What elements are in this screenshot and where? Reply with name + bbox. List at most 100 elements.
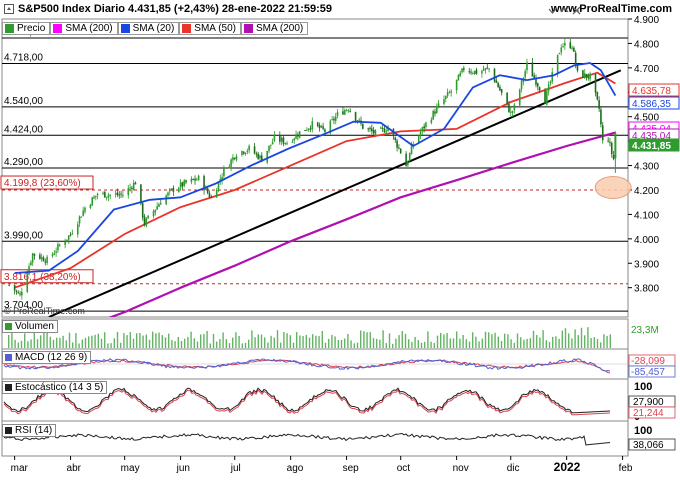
volume-bar (267, 342, 269, 348)
volume-bar (507, 334, 509, 348)
candle-body (486, 67, 489, 69)
volume-bar (388, 333, 391, 348)
volume-bar (193, 338, 195, 348)
candle-body (394, 137, 397, 141)
legend-swatch (5, 323, 12, 330)
candle-body (30, 262, 32, 266)
volume-bar (46, 330, 48, 348)
candle-body (500, 89, 503, 93)
candle-body (461, 68, 463, 73)
candle-body (266, 150, 268, 163)
candle-body (183, 180, 186, 187)
level-label-bg (3, 51, 49, 63)
volume-panel-label[interactable]: Volumen (2, 320, 58, 333)
volume-bar (340, 339, 343, 348)
volume-bar (401, 330, 403, 348)
volume-bar (174, 341, 176, 348)
candle-body (560, 47, 563, 53)
candle-body (601, 125, 604, 141)
volume-bar (539, 337, 541, 348)
volume-bar (520, 337, 522, 348)
candle-body (369, 127, 371, 130)
legend-label: Precio (17, 23, 46, 34)
volume-bar (81, 339, 83, 348)
legend-swatch (120, 24, 130, 33)
legend-label: SMA (20) (132, 23, 175, 34)
volume-bar (289, 335, 291, 348)
volume-bar (225, 339, 227, 348)
right-value-box (628, 96, 680, 110)
candle-body (78, 216, 81, 224)
candle-body (69, 234, 72, 236)
volume-bar (408, 339, 410, 348)
volume-bar (590, 337, 592, 348)
volume-bar (88, 336, 90, 348)
level-label: 3.990,00 (4, 230, 43, 241)
candle-body (76, 224, 79, 235)
volume-bar (241, 343, 243, 348)
candle-body (470, 71, 472, 73)
chevron-down-icon[interactable] (548, 6, 557, 15)
macd-value-label: -85,457 (631, 367, 665, 378)
volume-bar (100, 338, 103, 348)
candle-body (437, 103, 440, 107)
volume-bar (254, 337, 256, 348)
legend-item-sma200b[interactable]: SMA (200) (240, 22, 309, 35)
volume-bar (251, 330, 253, 348)
legend-item-sma50[interactable]: SMA (50) (179, 22, 241, 35)
candle-body (293, 138, 296, 141)
candle-body (594, 73, 597, 93)
volume-bar (571, 338, 573, 348)
legend-item-sma20[interactable]: SMA (20) (117, 22, 180, 35)
volume-bar (417, 339, 419, 348)
volume-bar (532, 330, 535, 348)
candle-body (284, 142, 287, 144)
macd-panel-label[interactable]: MACD (12 26 9) (2, 351, 92, 364)
candle-body (488, 68, 490, 70)
candle-body (210, 196, 213, 198)
volume-bar (75, 333, 77, 348)
rsi-panel-label[interactable]: RSI (14) (2, 424, 57, 437)
candle-body (67, 235, 70, 240)
candle-body (244, 152, 247, 154)
legend-item-sma200a[interactable]: SMA (200) (50, 22, 118, 35)
candle-body (177, 188, 180, 193)
rsi-value-box (628, 438, 676, 451)
candle-body (347, 110, 350, 112)
volume-bar (238, 335, 240, 348)
candle-body (298, 131, 301, 138)
x-tick-label: abr (67, 463, 82, 474)
stoch-panel-label[interactable]: Estocástico (14 3 5) (2, 381, 108, 394)
candle-body (270, 144, 272, 146)
candle-body (271, 141, 274, 145)
volume-bar (398, 335, 400, 348)
volume-bar (280, 342, 282, 348)
candle-body (147, 215, 149, 219)
candle-body (387, 127, 389, 132)
candle-body (120, 193, 122, 195)
site-name[interactable]: www.ProRealTime.com (550, 3, 672, 15)
volume-bar (228, 343, 231, 348)
volume-bar (331, 334, 333, 348)
candle-body (53, 253, 56, 255)
candle-body (181, 182, 184, 187)
y-tick-label: 4.800 (634, 39, 659, 50)
candle-body (410, 145, 413, 155)
candle-body (295, 134, 297, 139)
macd-main-line (3, 358, 611, 372)
chevron-up-icon[interactable] (560, 6, 569, 15)
candle-body (304, 129, 306, 131)
candle-body (600, 109, 602, 125)
volume-bar (168, 333, 170, 348)
candle-body (573, 47, 575, 52)
candle-body (102, 192, 104, 194)
volume-bar (312, 334, 314, 348)
close-icon[interactable] (572, 6, 581, 15)
candle-body (57, 244, 59, 251)
x-tick-label: feb (619, 463, 633, 474)
expand-icon[interactable] (4, 4, 14, 14)
legend-item-price[interactable]: Precio (2, 22, 51, 35)
candle-body (324, 129, 326, 132)
candle-body (472, 73, 474, 75)
rsi-label: RSI (14) (15, 425, 53, 436)
